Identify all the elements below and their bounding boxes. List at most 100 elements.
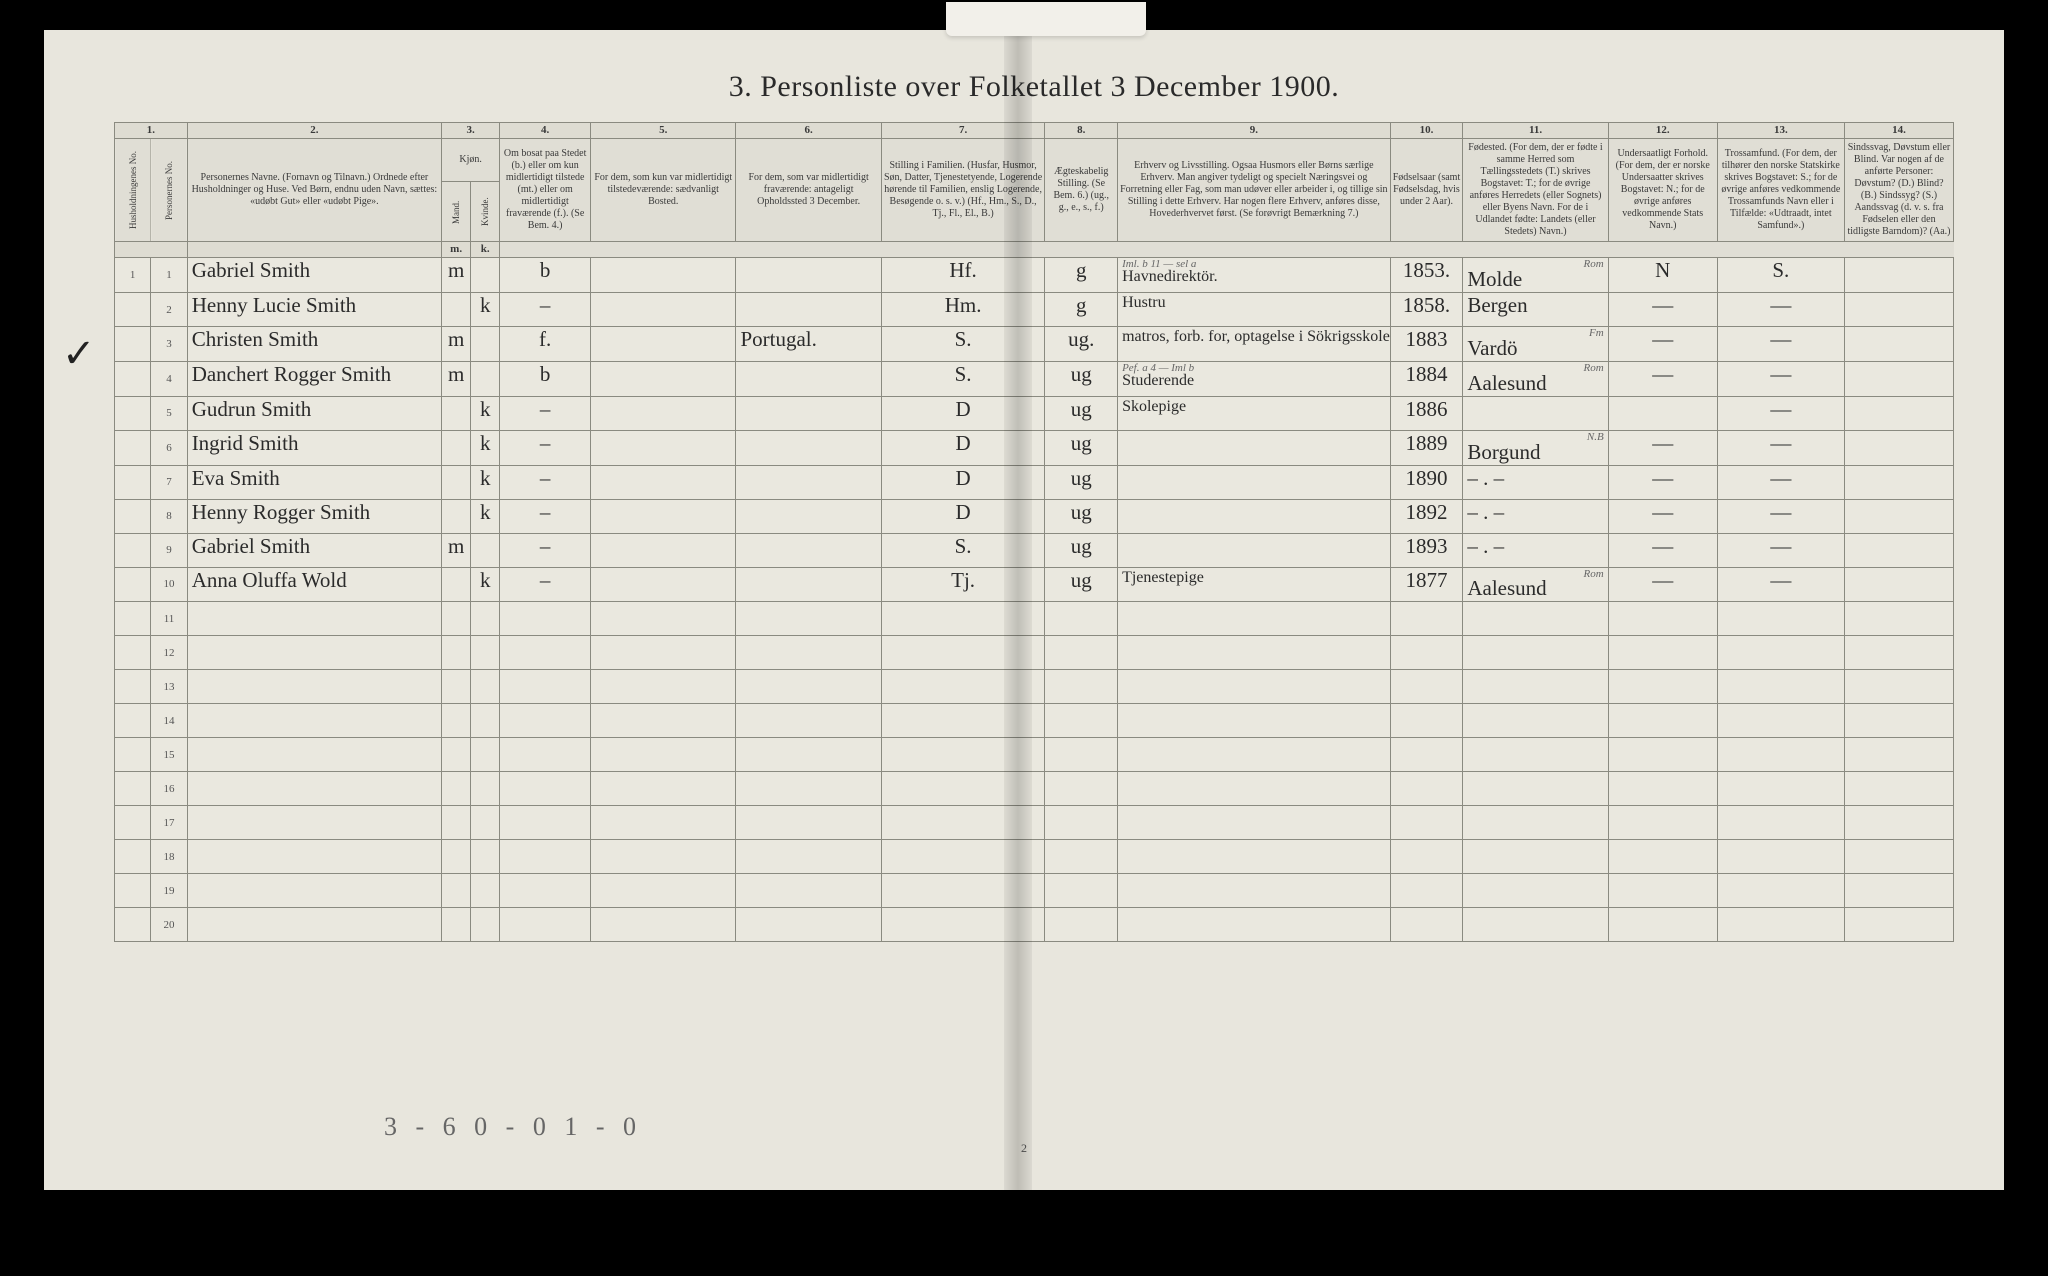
- cell-blank: [442, 670, 471, 704]
- cell-birthplace: FmVardö: [1463, 327, 1608, 362]
- cell-blank: [187, 840, 441, 874]
- cell-blank: [1608, 874, 1717, 908]
- cell-person-no: 17: [151, 806, 187, 840]
- cell-blank: [442, 738, 471, 772]
- margin-checkmark: ✓: [62, 330, 96, 377]
- cell-person-no: 11: [151, 602, 187, 636]
- cell-marital: g: [1045, 293, 1118, 327]
- cell-blank: [1390, 670, 1463, 704]
- cell-family-pos: D: [881, 499, 1045, 533]
- cell-sex-m: [442, 567, 471, 602]
- cell-blank: [1118, 772, 1391, 806]
- cell-blank: [471, 840, 500, 874]
- cell-marital: ug: [1045, 396, 1118, 430]
- cell-household: [115, 533, 151, 567]
- cell-sex-k: [471, 533, 500, 567]
- cell-blank: [1844, 738, 1953, 772]
- cell-occupation: Hustru: [1118, 293, 1391, 327]
- cell-sex-m: [442, 293, 471, 327]
- cell-nationality: —: [1608, 327, 1717, 362]
- cell-household: [115, 499, 151, 533]
- cell-blank: [591, 908, 736, 942]
- cell-absent-place: [736, 430, 881, 465]
- cell-blank: [1118, 840, 1391, 874]
- cell-blank: [1045, 874, 1118, 908]
- cell-religion: —: [1717, 499, 1844, 533]
- cell-birthyear: 1886: [1390, 396, 1463, 430]
- cell-nationality: —: [1608, 465, 1717, 499]
- page-title: 3. Personliste over Folketallet 3 Decemb…: [114, 70, 1954, 104]
- census-document: ✓ 3. Personliste over Folketallet 3 Dece…: [44, 30, 2004, 1190]
- cell-name: Ingrid Smith: [187, 430, 441, 465]
- cell-blank: [115, 874, 151, 908]
- cell-blank: [500, 840, 591, 874]
- cell-absent-place: [736, 533, 881, 567]
- cell-occupation: [1118, 499, 1391, 533]
- table-row: 7Eva Smithk–Dug1890– . –——: [115, 465, 1954, 499]
- cell-name: Eva Smith: [187, 465, 441, 499]
- cell-blank: [1717, 772, 1844, 806]
- cell-blank: [1045, 908, 1118, 942]
- cell-absent-place: [736, 396, 881, 430]
- cell-residence: –: [500, 396, 591, 430]
- cell-blank: [1463, 602, 1608, 636]
- cell-sex-m: [442, 499, 471, 533]
- cell-nationality: N: [1608, 258, 1717, 293]
- cell-birthyear: 1858.: [1390, 293, 1463, 327]
- colnum-2: 2.: [187, 123, 441, 139]
- cell-blank: [442, 602, 471, 636]
- cell-blank: [1118, 806, 1391, 840]
- cell-blank: [187, 738, 441, 772]
- cell-marital: ug: [1045, 567, 1118, 602]
- cell-usual-place: [591, 361, 736, 396]
- cell-marital: ug: [1045, 499, 1118, 533]
- cell-household: [115, 430, 151, 465]
- cell-family-pos: Tj.: [881, 567, 1045, 602]
- cell-blank: [187, 874, 441, 908]
- cell-occupation: Skolepige: [1118, 396, 1391, 430]
- cell-blank: [1045, 670, 1118, 704]
- cell-family-pos: D: [881, 396, 1045, 430]
- cell-blank: [115, 738, 151, 772]
- cell-blank: [500, 602, 591, 636]
- hdr-residence: Om bosat paa Stedet (b.) eller om kun mi…: [500, 139, 591, 242]
- cell-family-pos: D: [881, 465, 1045, 499]
- cell-birthyear: 1877: [1390, 567, 1463, 602]
- cell-sex-m: m: [442, 533, 471, 567]
- cell-occupation: matros, forb. for, optagelse i Sökrigssk…: [1118, 327, 1391, 362]
- cell-religion: —: [1717, 430, 1844, 465]
- cell-disability: [1844, 327, 1953, 362]
- table-row: 3Christen Smithmf.Portugal.S.ug.matros, …: [115, 327, 1954, 362]
- hdr-marital: Ægteskabelig Stilling. (Se Bem. 6.) (ug.…: [1045, 139, 1118, 242]
- cell-religion: —: [1717, 293, 1844, 327]
- cell-blank: [1844, 806, 1953, 840]
- cell-blank: [442, 840, 471, 874]
- cell-sex-k: k: [471, 465, 500, 499]
- cell-blank: [591, 636, 736, 670]
- cell-name: Danchert Rogger Smith: [187, 361, 441, 396]
- subnum-m: m.: [442, 242, 471, 258]
- cell-disability: [1844, 430, 1953, 465]
- cell-person-no: 3: [151, 327, 187, 362]
- cell-blank: [471, 772, 500, 806]
- cell-usual-place: [591, 430, 736, 465]
- cell-sex-k: k: [471, 396, 500, 430]
- cell-blank: [1390, 772, 1463, 806]
- cell-blank: [1608, 908, 1717, 942]
- cell-person-no: 7: [151, 465, 187, 499]
- colnum-10: 10.: [1390, 123, 1463, 139]
- cell-blank: [500, 670, 591, 704]
- cell-birthplace: – . –: [1463, 533, 1608, 567]
- cell-family-pos: Hf.: [881, 258, 1045, 293]
- cell-person-no: 16: [151, 772, 187, 806]
- hdr-family-pos: Stilling i Familien. (Husfar, Husmor, Sø…: [881, 139, 1045, 242]
- cell-blank: [1844, 602, 1953, 636]
- cell-nationality: —: [1608, 430, 1717, 465]
- cell-name: Christen Smith: [187, 327, 441, 362]
- cell-blank: [736, 738, 881, 772]
- cell-blank: [736, 704, 881, 738]
- cell-blank: [115, 772, 151, 806]
- cell-blank: [736, 840, 881, 874]
- subnum-blank3: [500, 242, 1954, 258]
- cell-blank: [115, 704, 151, 738]
